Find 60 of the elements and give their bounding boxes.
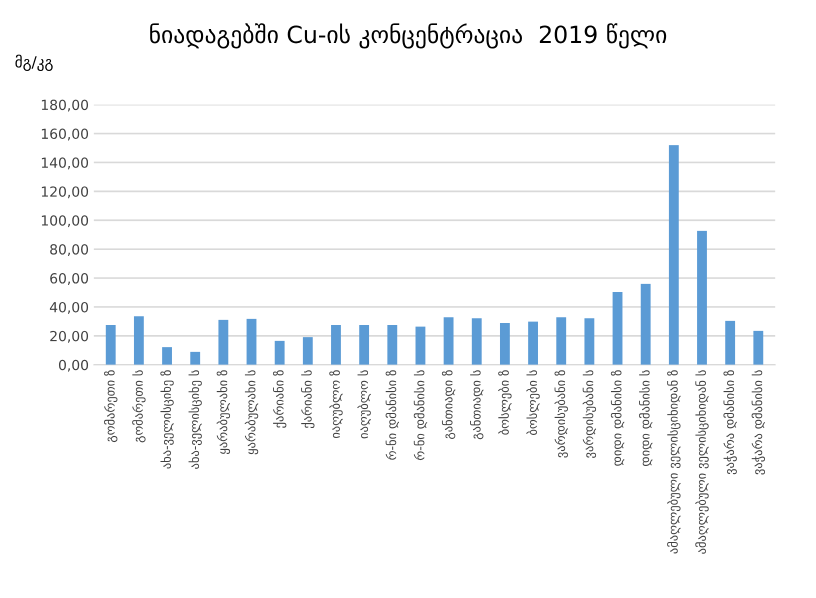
x-tick-label: ყარაბულახი ზ: [216, 370, 230, 454]
x-tick-label: დიდი დმანისი ზ: [610, 370, 624, 466]
x-tick-label: ვაჭარა დმანისი ზ: [723, 370, 737, 474]
y-tick-label: 0,00: [58, 360, 88, 372]
bar: [668, 145, 679, 365]
bar: [106, 325, 116, 365]
x-tick-label: რ-ნი დმანისი ს: [414, 370, 428, 460]
x-tick-label: ვარდისუბანი ს: [582, 370, 596, 458]
bar: [190, 352, 200, 365]
bar: [697, 230, 707, 365]
bar: [162, 347, 172, 365]
bar: [416, 326, 426, 365]
x-tick-label: ახა-ველისციხე ს: [188, 370, 202, 469]
bar: [528, 322, 538, 365]
y-axis-title: მგ/კგ: [15, 54, 53, 71]
bar: [274, 340, 285, 365]
bar: [472, 318, 482, 365]
bar: [387, 325, 398, 365]
y-tick-label: 20,00: [50, 330, 88, 343]
x-tick-label: განთიადი ზ: [442, 370, 456, 439]
x-tick-label: ვარდისუბანი ზ: [554, 370, 568, 458]
chart-title: ნიადაგებში Cu-ის კონცენტრაცია 2019 წელი: [150, 23, 666, 49]
bar: [584, 318, 594, 365]
x-tick-label: დიდი დმანისი ს: [639, 370, 652, 466]
x-tick-label: იაღუბლო ზ: [329, 370, 343, 438]
x-tick-label: გომარეთი ზ: [104, 370, 118, 442]
x-tick-label: გომარეთი ს: [132, 370, 146, 442]
x-tick-label: ახა-ველისციხე ზ: [160, 370, 174, 469]
x-tick-label: იაღუბლო ს: [357, 370, 371, 438]
y-tick-label: 60,00: [50, 273, 88, 285]
y-tick-label: 160,00: [42, 128, 88, 140]
bar: [500, 323, 510, 365]
x-tick-label: ქარიანი ზ: [272, 370, 286, 428]
bar: [331, 325, 341, 365]
bar: [218, 320, 228, 365]
x-tick-label: ყარაბულახი ს: [244, 370, 258, 454]
bar: [246, 318, 256, 365]
bar: [725, 320, 736, 365]
x-tick-label: ამაღლებული ველისციხიდან ს: [695, 370, 709, 554]
y-tick-label: 120,00: [42, 186, 88, 198]
y-tick-label: 140,00: [42, 157, 88, 170]
x-tick-label: ბოსლები ზ: [498, 370, 512, 435]
bar: [753, 330, 764, 365]
bar: [612, 292, 622, 365]
x-tick-label: ამაღლებული ველისციხიდან ზ: [667, 370, 681, 554]
x-tick-label: განთიადი ს: [470, 370, 484, 440]
x-tick-label: ბოსლები ს: [526, 370, 540, 435]
bar: [640, 284, 651, 365]
x-tick-label: ვაჭარა დმანისი ს: [752, 370, 766, 475]
bar: [302, 337, 313, 365]
y-tick-label: 100,00: [42, 215, 88, 228]
y-tick-label: 80,00: [50, 244, 88, 256]
x-tick-label: რ-ნი დმანისი ზ: [386, 370, 399, 460]
bar: [359, 325, 370, 365]
bar: [556, 317, 566, 365]
y-tick-label: 180,00: [42, 100, 88, 112]
bar: [444, 317, 454, 365]
y-tick-label: 40,00: [50, 302, 88, 314]
bar: [134, 316, 144, 365]
x-tick-label: ქარიანი ს: [301, 370, 314, 428]
